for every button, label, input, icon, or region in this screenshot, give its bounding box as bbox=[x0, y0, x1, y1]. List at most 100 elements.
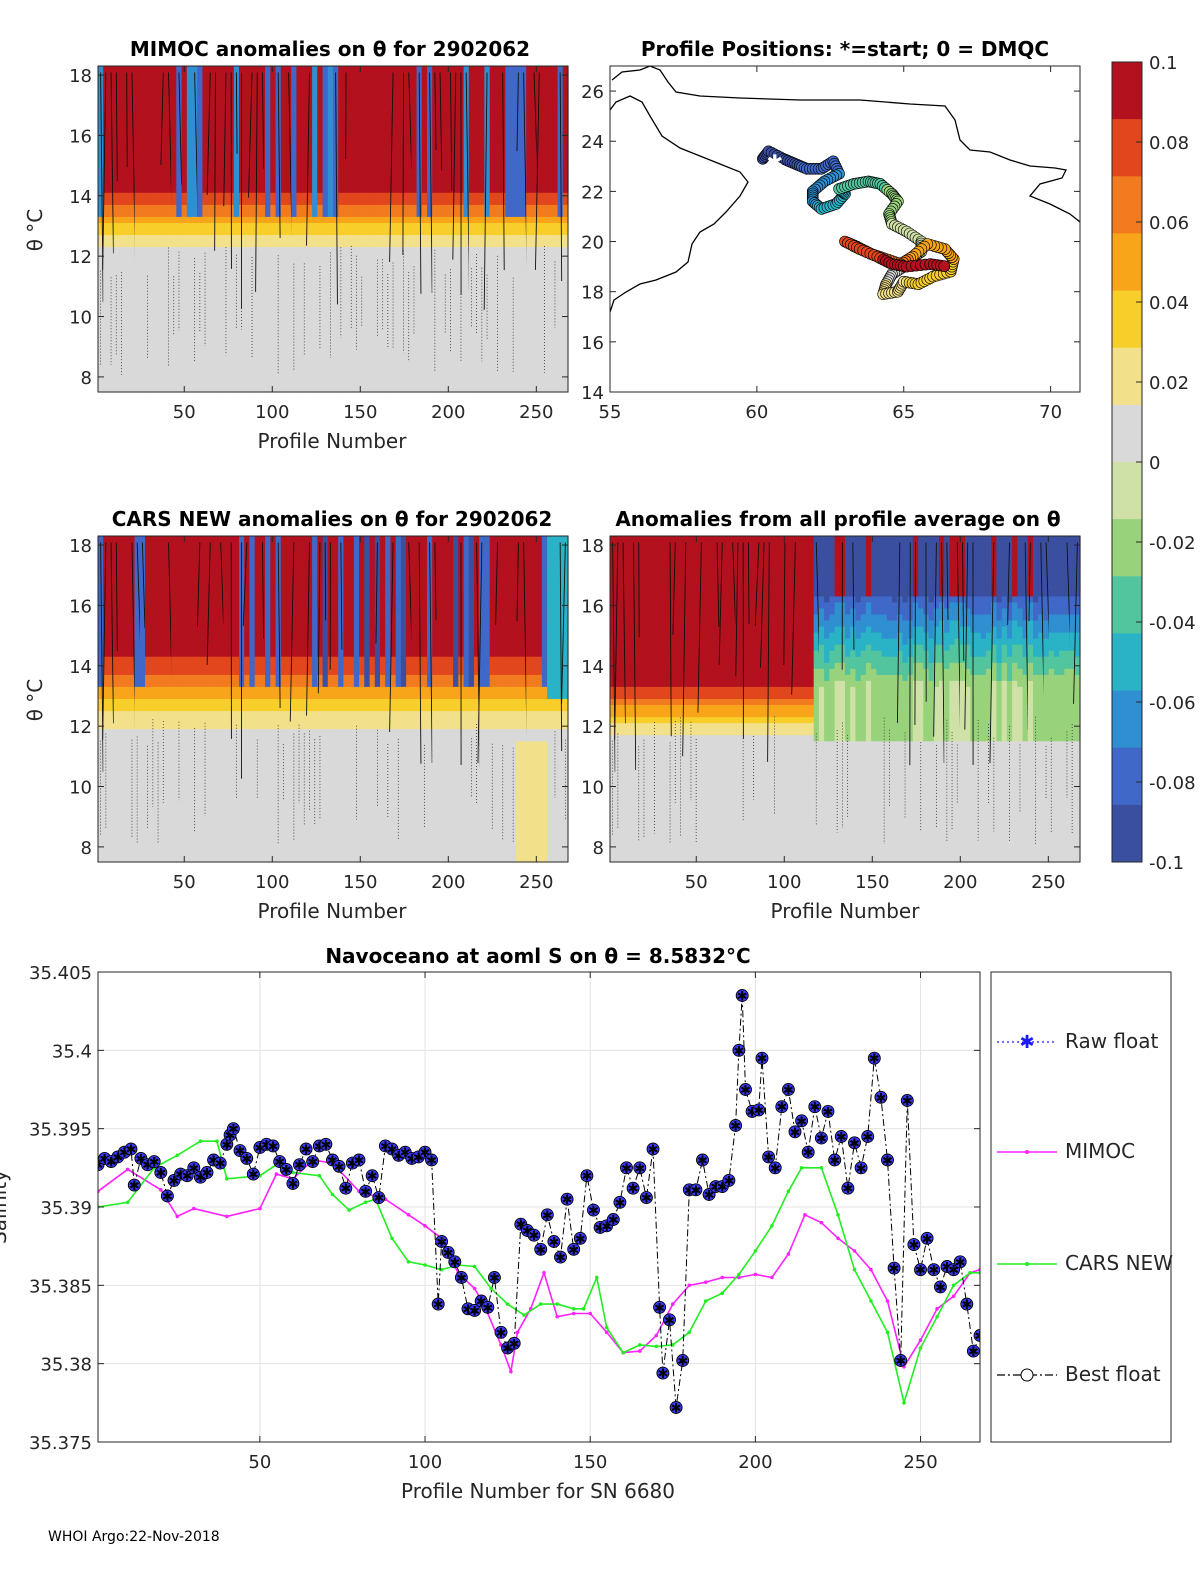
heatmap-cell bbox=[259, 216, 266, 224]
heatmap-cell bbox=[474, 198, 480, 206]
heatmap-cell bbox=[197, 132, 203, 139]
heatmap-cell bbox=[129, 162, 136, 170]
heatmap-cell bbox=[291, 235, 297, 242]
heatmap-cell bbox=[380, 198, 386, 206]
heatmap-cell bbox=[541, 343, 548, 351]
heatmap-cell bbox=[202, 325, 209, 333]
heatmap-cell bbox=[474, 192, 480, 200]
heatmap-cell bbox=[536, 150, 543, 158]
heatmap-cell bbox=[286, 253, 292, 260]
heatmap-cell bbox=[265, 204, 271, 212]
heatmap-cell bbox=[552, 313, 559, 321]
heatmap-cell bbox=[474, 331, 480, 339]
heatmap-cell bbox=[468, 216, 475, 224]
heatmap-cell bbox=[259, 180, 266, 188]
heatmap-cell bbox=[327, 331, 334, 339]
heatmap-cell bbox=[317, 379, 324, 387]
heatmap-cell bbox=[442, 102, 449, 109]
heatmap-cell bbox=[447, 180, 454, 188]
heatmap-cell bbox=[306, 144, 313, 152]
heatmap-cell bbox=[306, 223, 313, 230]
heatmap-cell bbox=[286, 156, 292, 164]
heatmap-cell bbox=[134, 295, 141, 302]
heatmap-cell bbox=[108, 204, 115, 212]
heatmap-cell bbox=[270, 210, 277, 218]
heatmap-cell bbox=[270, 108, 277, 115]
heatmap-cell bbox=[494, 102, 501, 109]
heatmap-cell bbox=[333, 241, 339, 248]
heatmap-cell bbox=[181, 229, 188, 236]
heatmap-cell bbox=[515, 307, 522, 315]
heatmap-cell bbox=[160, 66, 167, 73]
heatmap-cell bbox=[333, 198, 339, 206]
heatmap-cell bbox=[259, 307, 266, 315]
heatmap-cell bbox=[364, 210, 371, 218]
heatmap-cell bbox=[103, 186, 109, 194]
heatmap-cell bbox=[155, 84, 162, 91]
heatmap-cell bbox=[98, 156, 104, 164]
heatmap-cell bbox=[521, 253, 527, 260]
heatmap-cell bbox=[364, 386, 371, 393]
heatmap-cell bbox=[134, 108, 141, 115]
heatmap-cell bbox=[343, 319, 350, 327]
heatmap-cell bbox=[395, 343, 402, 351]
heatmap-cell bbox=[124, 223, 130, 230]
heatmap-cell bbox=[113, 162, 120, 170]
heatmap-cell bbox=[427, 150, 433, 158]
heatmap-cell bbox=[531, 241, 538, 248]
heatmap-cell bbox=[223, 108, 230, 115]
heatmap-cell bbox=[186, 84, 193, 91]
heatmap-cell bbox=[505, 168, 512, 176]
heatmap-cell bbox=[124, 325, 130, 333]
heatmap-cell bbox=[113, 192, 120, 200]
heatmap-cell bbox=[306, 307, 313, 315]
heatmap-cell bbox=[526, 277, 532, 284]
heatmap-cell bbox=[547, 192, 553, 200]
heatmap-cell bbox=[145, 379, 151, 387]
heatmap-cell bbox=[536, 156, 543, 164]
heatmap-cell bbox=[186, 78, 193, 85]
heatmap-cell bbox=[186, 223, 193, 230]
heatmap-cell bbox=[202, 84, 209, 91]
heatmap-cell bbox=[259, 247, 266, 254]
heatmap-cell bbox=[515, 343, 522, 351]
heatmap-cell bbox=[150, 120, 156, 127]
heatmap-cell bbox=[139, 313, 146, 321]
heatmap-cell bbox=[124, 337, 130, 345]
heatmap-cell bbox=[270, 283, 277, 290]
heatmap-cell bbox=[254, 259, 261, 266]
heatmap-cell bbox=[400, 253, 407, 260]
heatmap-cell bbox=[333, 210, 339, 218]
heatmap-cell bbox=[458, 331, 465, 339]
heatmap-cell bbox=[296, 210, 303, 218]
heatmap-cell bbox=[181, 343, 188, 351]
heatmap-cell bbox=[160, 78, 167, 85]
heatmap-cell bbox=[160, 277, 167, 284]
heatmap-cell bbox=[505, 283, 512, 290]
heatmap-cell bbox=[421, 277, 428, 284]
heatmap-cell bbox=[500, 253, 506, 260]
heatmap-cell bbox=[411, 204, 418, 212]
heatmap-cell bbox=[500, 210, 506, 218]
heatmap-cell bbox=[254, 102, 261, 109]
heatmap-cell bbox=[541, 132, 548, 139]
heatmap-cell bbox=[296, 223, 303, 230]
heatmap-cell bbox=[411, 241, 418, 248]
heatmap-cell bbox=[176, 253, 183, 260]
heatmap-cell bbox=[442, 241, 449, 248]
heatmap-cell bbox=[364, 247, 371, 254]
heatmap-cell bbox=[557, 307, 564, 315]
heatmap-cell bbox=[275, 283, 282, 290]
heatmap-cell bbox=[442, 126, 449, 133]
heatmap-cell bbox=[395, 295, 402, 302]
heatmap-cell bbox=[364, 307, 371, 315]
heatmap-cell bbox=[416, 361, 423, 369]
heatmap-cell bbox=[442, 361, 449, 369]
heatmap-cell bbox=[160, 210, 167, 218]
heatmap-cell bbox=[244, 84, 250, 91]
heatmap-cell bbox=[129, 229, 136, 236]
heatmap-cell bbox=[463, 373, 470, 381]
heatmap-cell bbox=[165, 180, 172, 188]
heatmap-cell bbox=[249, 337, 256, 345]
heatmap-cell bbox=[500, 174, 506, 182]
